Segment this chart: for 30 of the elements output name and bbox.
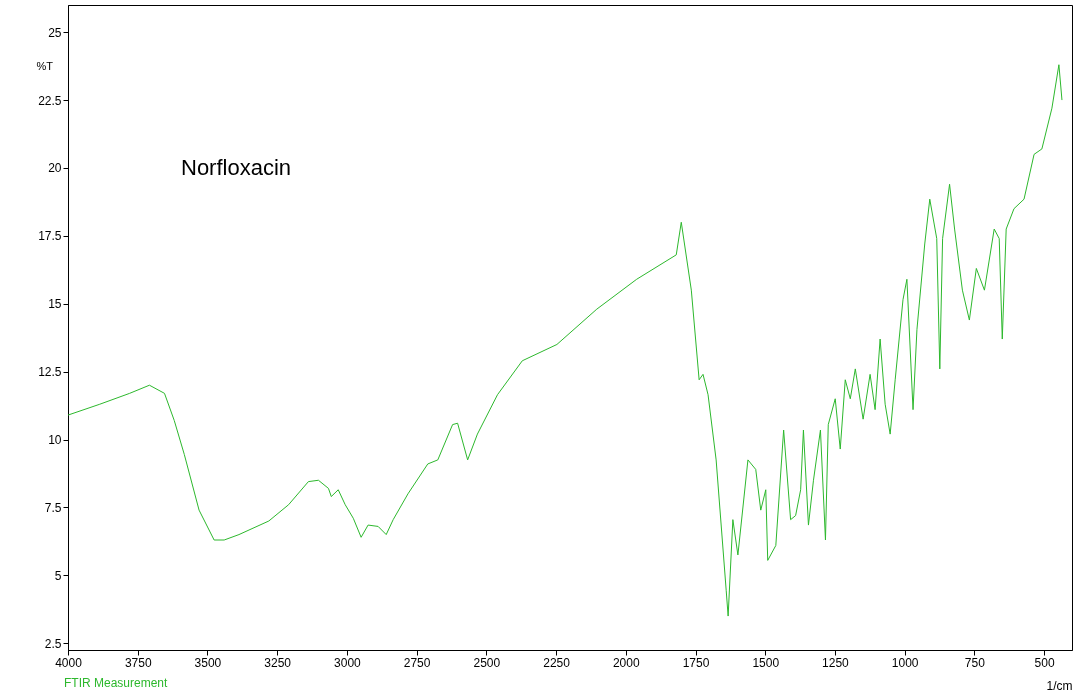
y-tick-label: 12.5 (38, 365, 62, 380)
y-tick-label: 2.5 (44, 636, 62, 651)
x-tick-label: 1500 (752, 655, 780, 670)
x-axis-title: 1/cm (1046, 678, 1073, 691)
y-tick-label: 22.5 (38, 93, 62, 108)
x-tick-label: 2000 (612, 655, 640, 670)
y-tick-label: 10 (48, 433, 62, 448)
x-tick-label: 2250 (543, 655, 571, 670)
x-tick-label: 2750 (403, 655, 431, 670)
x-tick-label: 1750 (682, 655, 710, 670)
x-tick-label: 3000 (334, 655, 362, 670)
text: FTIR Measurement (64, 676, 169, 690)
y-tick-label: 5 (54, 568, 62, 583)
x-tick-label: 4000 (55, 655, 83, 670)
x-tick-label: 500 (1034, 655, 1055, 670)
x-tick-label: 1000 (891, 655, 919, 670)
y-tick-label: 17.5 (38, 229, 62, 244)
y-tick-label: 7.5 (44, 500, 62, 515)
y-tick-label: 20 (48, 161, 62, 176)
text: Norfloxacin (181, 155, 292, 180)
y-tick-label: 25 (48, 25, 62, 40)
x-tick-label: 2500 (473, 655, 501, 670)
y-axis-title: %T (36, 59, 54, 72)
line-series (68, 64, 1063, 617)
x-tick-label: 3500 (194, 655, 222, 670)
x-tick-label: 3250 (264, 655, 292, 670)
y-tick-label: 15 (48, 297, 62, 312)
x-tick-label: 1250 (822, 655, 850, 670)
x-tick-label: 3750 (124, 655, 152, 670)
x-tick-label: 750 (964, 655, 986, 670)
